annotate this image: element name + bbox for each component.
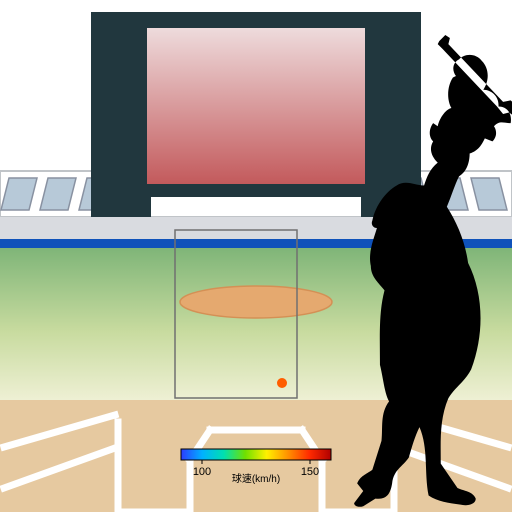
legend-tick-label: 150 (301, 466, 319, 478)
pitchers-mound (180, 286, 332, 318)
pitch-markers (277, 378, 287, 388)
legend-bar (181, 449, 331, 460)
pitch-location-chart: 100 150 球速(km/h) (0, 0, 512, 512)
legend-title: 球速(km/h) (232, 472, 280, 485)
legend-tick-label: 100 (193, 466, 211, 478)
scoreboard-screen (147, 28, 365, 184)
pitch-marker (277, 378, 287, 388)
scoreboard-tab-left (91, 197, 151, 217)
